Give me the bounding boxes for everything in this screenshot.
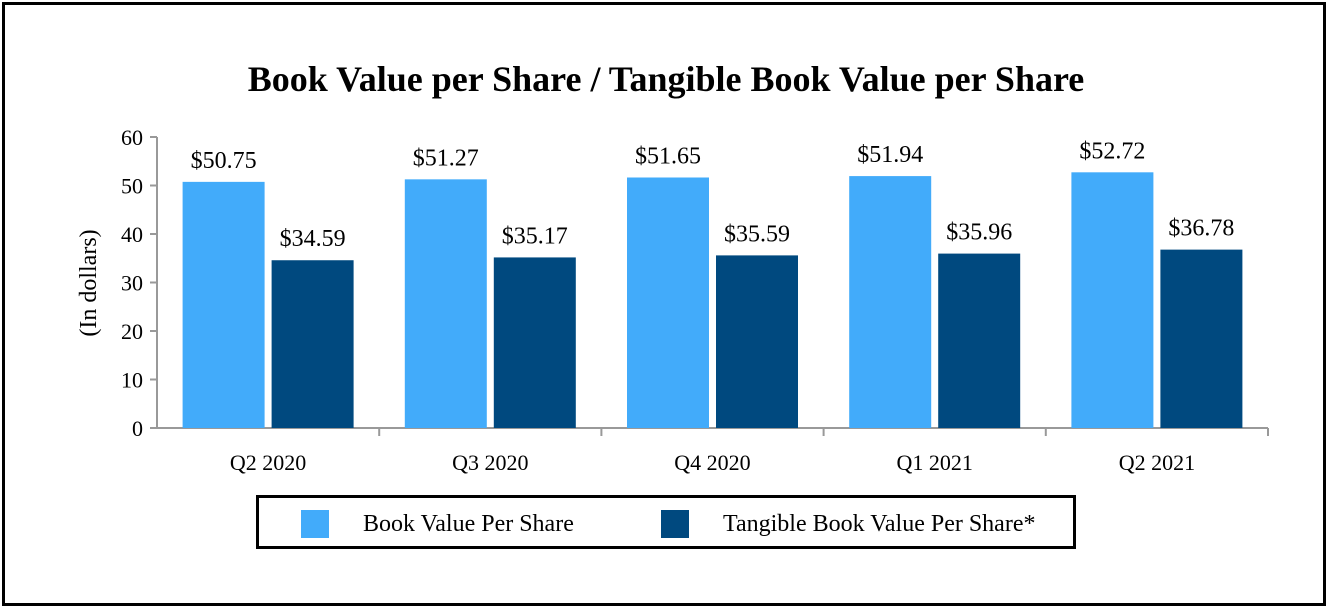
bar-book-value	[627, 177, 709, 428]
y-tick-label: 0	[132, 416, 143, 441]
data-label: $51.65	[635, 143, 701, 169]
data-label: $52.72	[1079, 138, 1145, 164]
bar-tangible-book-value	[1160, 249, 1243, 428]
y-tick-label: 30	[121, 271, 143, 296]
y-tick-label: 10	[121, 368, 143, 393]
data-label: $35.96	[946, 220, 1012, 246]
chart-title: Book Value per Share / Tangible Book Val…	[247, 59, 1085, 99]
y-tick-label: 50	[121, 174, 143, 199]
bar-book-value	[1071, 172, 1154, 428]
legend-item-book-value: Book Value Per Share	[301, 510, 574, 538]
bar-book-value	[182, 181, 265, 428]
x-tick-label: Q1 2021	[897, 450, 973, 475]
legend-item-tangible-book-value: Tangible Book Value Per Share*	[661, 510, 1035, 538]
bar-book-value	[849, 176, 932, 428]
x-tick-label: Q4 2020	[674, 450, 750, 475]
y-tick-label: 60	[121, 125, 143, 150]
y-tick-label: 40	[121, 222, 143, 247]
legend-label-book-value: Book Value Per Share	[363, 510, 574, 537]
bar-tangible-book-value	[271, 260, 354, 428]
legend-swatch-book-value	[301, 510, 329, 538]
data-label: $51.27	[413, 145, 479, 171]
data-label: $36.78	[1168, 216, 1234, 242]
bar-tangible-book-value	[493, 257, 576, 428]
data-label: $34.59	[280, 226, 346, 252]
legend-label-tangible-book-value: Tangible Book Value Per Share*	[723, 510, 1036, 537]
bar-book-value	[404, 179, 487, 428]
legend-swatch-tangible-book-value	[661, 510, 689, 538]
x-tick-label: Q2 2021	[1119, 450, 1195, 475]
bar-tangible-book-value	[938, 253, 1021, 428]
data-label: $35.17	[502, 223, 568, 249]
y-axis-label: (In dollars)	[76, 229, 102, 336]
data-label: $51.94	[857, 142, 923, 168]
chart-legend: Book Value Per Share Tangible Book Value…	[256, 495, 1076, 549]
data-label: $35.59	[724, 221, 790, 247]
bar-tangible-book-value	[716, 255, 798, 428]
x-tick-label: Q2 2020	[230, 450, 306, 475]
y-tick-label: 20	[121, 319, 143, 344]
data-label: $50.75	[191, 148, 257, 174]
x-tick-label: Q3 2020	[452, 450, 528, 475]
